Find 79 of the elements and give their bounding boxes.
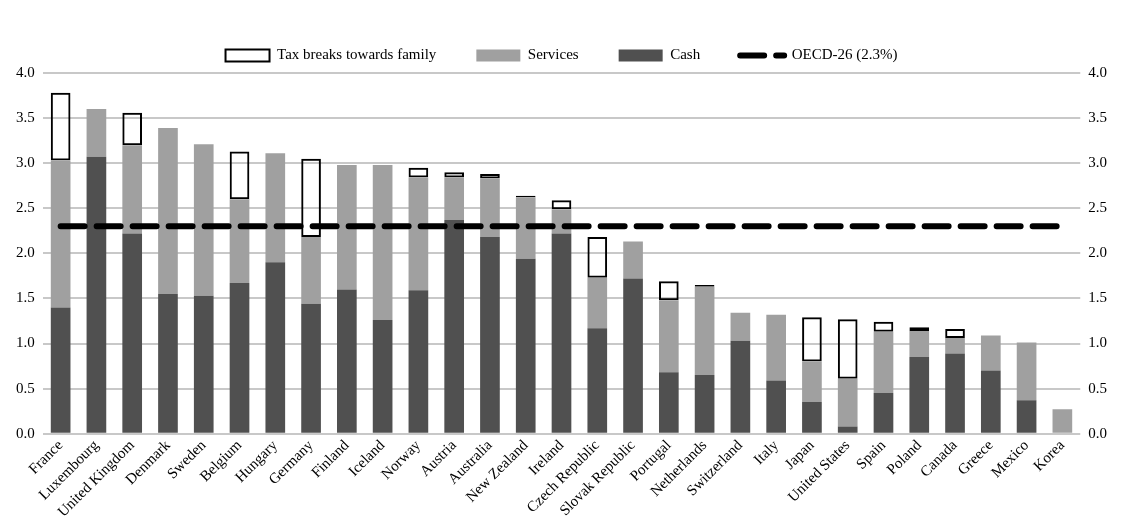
bar: [980, 335, 1001, 371]
bar: [873, 331, 894, 394]
bar: [766, 314, 786, 381]
bar: [158, 128, 178, 294]
bar: [444, 219, 465, 433]
bar: [909, 357, 930, 433]
bar: [50, 307, 71, 433]
bar: [730, 340, 751, 433]
bar: [802, 402, 822, 433]
bar: [873, 393, 894, 433]
bar: [766, 380, 786, 433]
bar: [408, 290, 429, 433]
bar: [1016, 400, 1037, 433]
y2-tick-label: 3.5: [1088, 109, 1107, 126]
bar: [658, 300, 679, 373]
bar: [50, 160, 71, 308]
bar: [337, 164, 357, 290]
y-tick-label: 0.0: [16, 424, 35, 441]
bar: [229, 283, 250, 433]
y-tick-label: 2.5: [16, 199, 35, 216]
bar: [408, 177, 429, 291]
bar: [193, 295, 214, 433]
bar: [158, 293, 178, 433]
bar: [623, 241, 643, 279]
bar: [229, 199, 250, 284]
y2-tick-label: 0.5: [1088, 379, 1107, 396]
bar: [623, 278, 643, 433]
bar: [551, 233, 572, 433]
y2-tick-label: 1.5: [1088, 289, 1107, 306]
legend-label: Services: [527, 46, 579, 63]
bar: [372, 164, 393, 321]
bar: [301, 303, 321, 433]
bar: [802, 361, 822, 403]
y2-tick-label: 2.0: [1088, 244, 1107, 261]
legend-label: Cash: [670, 46, 701, 63]
bar: [945, 353, 965, 433]
legend-label: Tax breaks towards family: [277, 46, 437, 63]
y-tick-label: 3.5: [16, 109, 35, 126]
bar: [86, 156, 107, 433]
bar: [658, 372, 679, 433]
y2-tick-label: 3.0: [1088, 154, 1107, 171]
bar: [980, 370, 1001, 433]
bar: [372, 320, 393, 433]
bar: [837, 378, 858, 427]
bar: [444, 177, 465, 220]
x-tick-label: Italy: [750, 436, 782, 468]
bar: [694, 286, 715, 376]
bar: [480, 237, 500, 433]
bar: [337, 289, 357, 433]
bar: [945, 338, 965, 354]
y2-tick-label: 1.0: [1088, 334, 1107, 351]
bar: [193, 144, 214, 296]
y-tick-label: 1.5: [16, 289, 35, 306]
bar: [730, 312, 751, 341]
bar: [265, 262, 286, 433]
y2-tick-label: 4.0: [1088, 63, 1107, 80]
y-tick-label: 3.0: [16, 154, 35, 171]
bar: [587, 328, 608, 433]
y-tick-label: 0.5: [16, 379, 35, 396]
bar: [587, 277, 608, 329]
legend-label: OECD-26 (2.3%): [791, 46, 898, 64]
bar: [480, 178, 500, 238]
bar: [515, 197, 536, 259]
y-tick-label: 2.0: [16, 244, 35, 261]
bar: [1016, 342, 1037, 401]
bar: [1052, 409, 1073, 433]
bar: [122, 145, 143, 234]
bar: [301, 237, 321, 304]
bar: [86, 109, 107, 157]
bar: [694, 375, 715, 433]
bar: [265, 153, 286, 263]
y2-tick-label: 2.5: [1088, 199, 1107, 216]
y2-tick-label: 0.0: [1088, 424, 1107, 441]
bar: [515, 258, 536, 433]
bar: [909, 330, 930, 358]
bar: [837, 426, 858, 433]
bar: [122, 233, 143, 433]
y-tick-label: 4.0: [16, 63, 35, 80]
y-tick-label: 1.0: [16, 334, 35, 351]
